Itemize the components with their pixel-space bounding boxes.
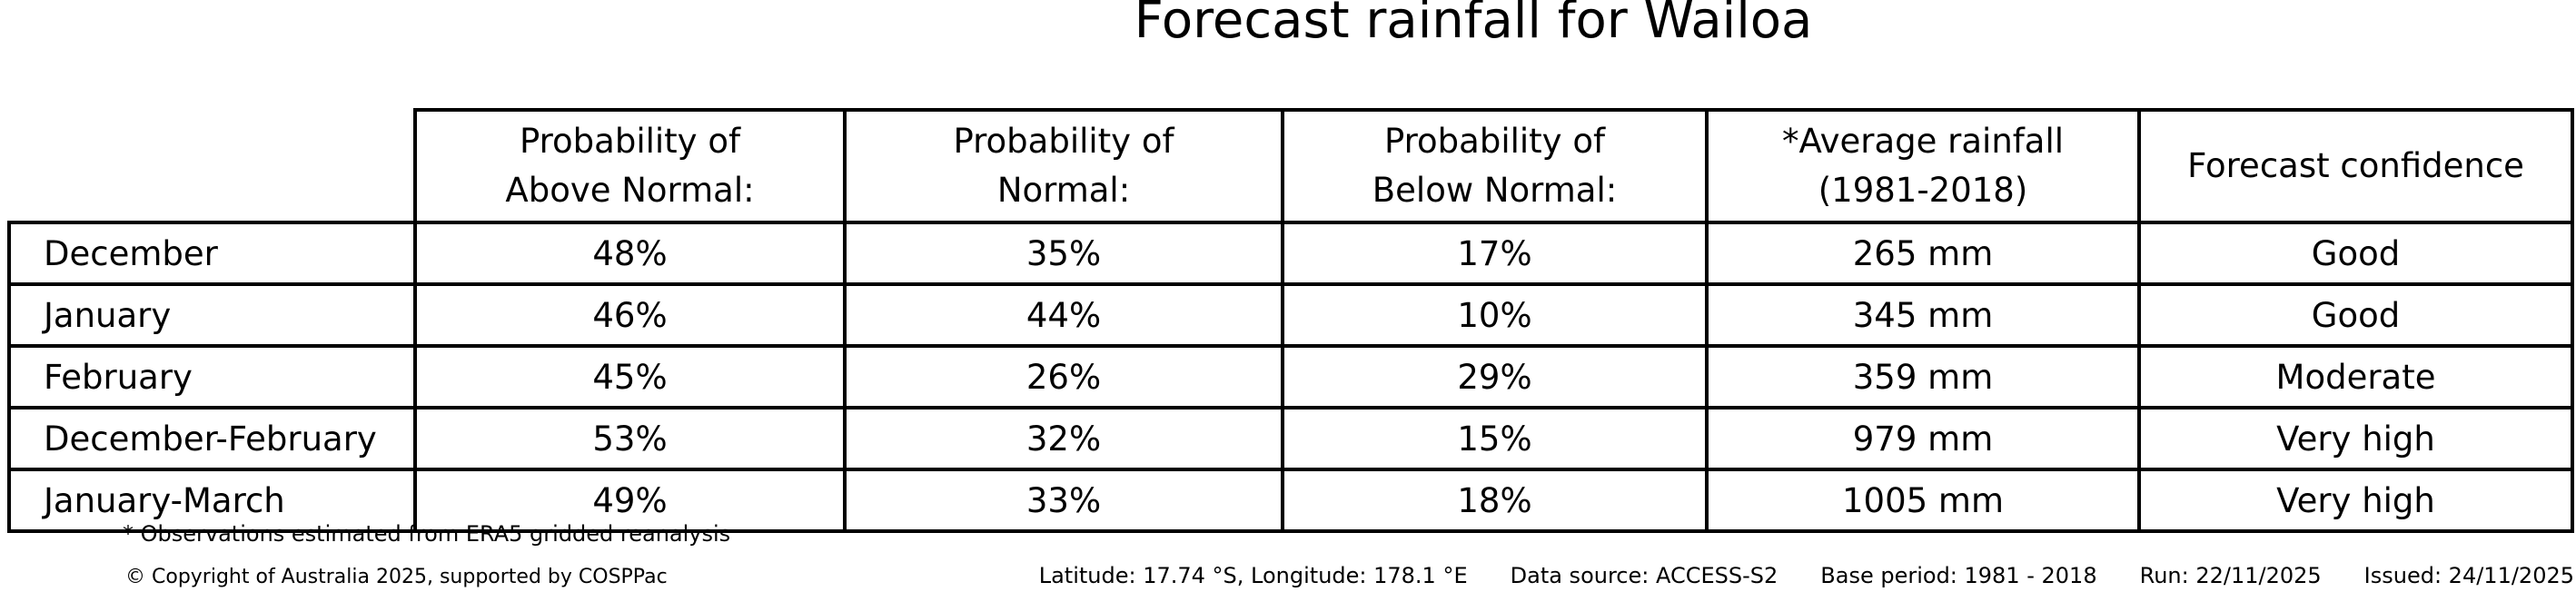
cell-below-normal: 17% xyxy=(1281,221,1709,286)
header-line: Probability of xyxy=(1383,122,1605,162)
cell-confidence: Good xyxy=(2137,282,2574,348)
corner-blank-cell xyxy=(9,110,417,224)
figure-title: Forecast rainfall for Wailoa xyxy=(1134,0,1813,50)
cell-above-normal: 53% xyxy=(413,406,847,471)
cell-normal: 33% xyxy=(843,468,1284,533)
data-source: Data source: ACCESS-S2 xyxy=(1510,563,1778,588)
cell-avg-rainfall: 265 mm xyxy=(1705,221,2141,286)
header-row: Probability of Above Normal: Probability… xyxy=(9,108,2574,224)
cell-normal: 35% xyxy=(843,221,1284,286)
header-line: Above Normal: xyxy=(505,171,755,210)
issued-date: Issued: 24/11/2025 xyxy=(2363,563,2574,588)
cell-normal: 44% xyxy=(843,282,1284,348)
copyright-notice: © Copyright of Australia 2025, supported… xyxy=(125,566,668,588)
location-coordinates: Latitude: 17.74 °S, Longitude: 178.1 °E xyxy=(1038,563,1468,588)
cell-normal: 26% xyxy=(843,344,1284,409)
cell-below-normal: 10% xyxy=(1281,282,1709,348)
cell-below-normal: 15% xyxy=(1281,406,1709,471)
base-period: Base period: 1981 - 2018 xyxy=(1820,563,2097,588)
row-label: February xyxy=(7,344,417,409)
table-row-january: January 46% 44% 10% 345 mm Good xyxy=(7,282,2574,348)
row-label: January xyxy=(7,282,417,348)
header-line: Probability of xyxy=(953,122,1174,162)
header-line: (1981-2018) xyxy=(1818,171,2028,210)
metadata-row: Latitude: 17.74 °S, Longitude: 178.1 °E … xyxy=(1039,563,2574,589)
row-label: December-February xyxy=(7,406,417,471)
cell-above-normal: 46% xyxy=(413,282,847,348)
row-label: January-March xyxy=(7,468,417,533)
col-header-forecast-confidence: Forecast confidence xyxy=(2137,108,2574,224)
header-line: *Average rainfall xyxy=(1781,122,2065,162)
era5-footnote: * Observations estimated from ERA5 gridd… xyxy=(123,521,731,547)
table-row-january-march: January-March 49% 33% 18% 1005 mm Very h… xyxy=(7,468,2574,533)
run-date: Run: 22/11/2025 xyxy=(2139,563,2322,588)
cell-below-normal: 18% xyxy=(1281,468,1709,533)
forecast-table: Probability of Above Normal: Probability… xyxy=(7,108,2574,533)
cell-avg-rainfall: 359 mm xyxy=(1705,344,2141,409)
table-row-december-february: December-February 53% 32% 15% 979 mm Ver… xyxy=(7,406,2574,471)
table-header: Probability of Above Normal: Probability… xyxy=(9,108,2574,224)
col-header-prob-normal: Probability of Normal: xyxy=(843,108,1284,224)
cell-avg-rainfall: 345 mm xyxy=(1705,282,2141,348)
header-line: Forecast confidence xyxy=(2187,146,2524,186)
table-body: December 48% 35% 17% 265 mm Good January… xyxy=(7,221,2574,533)
row-label: December xyxy=(7,221,417,286)
table-row-december: December 48% 35% 17% 265 mm Good xyxy=(7,221,2574,286)
col-header-average-rainfall: *Average rainfall (1981-2018) xyxy=(1705,108,2141,224)
cell-below-normal: 29% xyxy=(1281,344,1709,409)
cell-avg-rainfall: 979 mm xyxy=(1705,406,2141,471)
cell-confidence: Moderate xyxy=(2137,344,2574,409)
header-line: Normal: xyxy=(996,171,1131,210)
cell-confidence: Good xyxy=(2137,221,2574,286)
header-line: Below Normal: xyxy=(1372,171,1618,210)
cell-avg-rainfall: 1005 mm xyxy=(1705,468,2141,533)
cell-normal: 32% xyxy=(843,406,1284,471)
cell-above-normal: 49% xyxy=(413,468,847,533)
col-header-prob-below-normal: Probability of Below Normal: xyxy=(1281,108,1709,224)
cell-above-normal: 48% xyxy=(413,221,847,286)
header-line: Probability of xyxy=(519,122,740,162)
col-header-prob-above-normal: Probability of Above Normal: xyxy=(413,108,847,224)
cell-confidence: Very high xyxy=(2137,406,2574,471)
cell-above-normal: 45% xyxy=(413,344,847,409)
cell-confidence: Very high xyxy=(2137,468,2574,533)
table-row-february: February 45% 26% 29% 359 mm Moderate xyxy=(7,344,2574,409)
